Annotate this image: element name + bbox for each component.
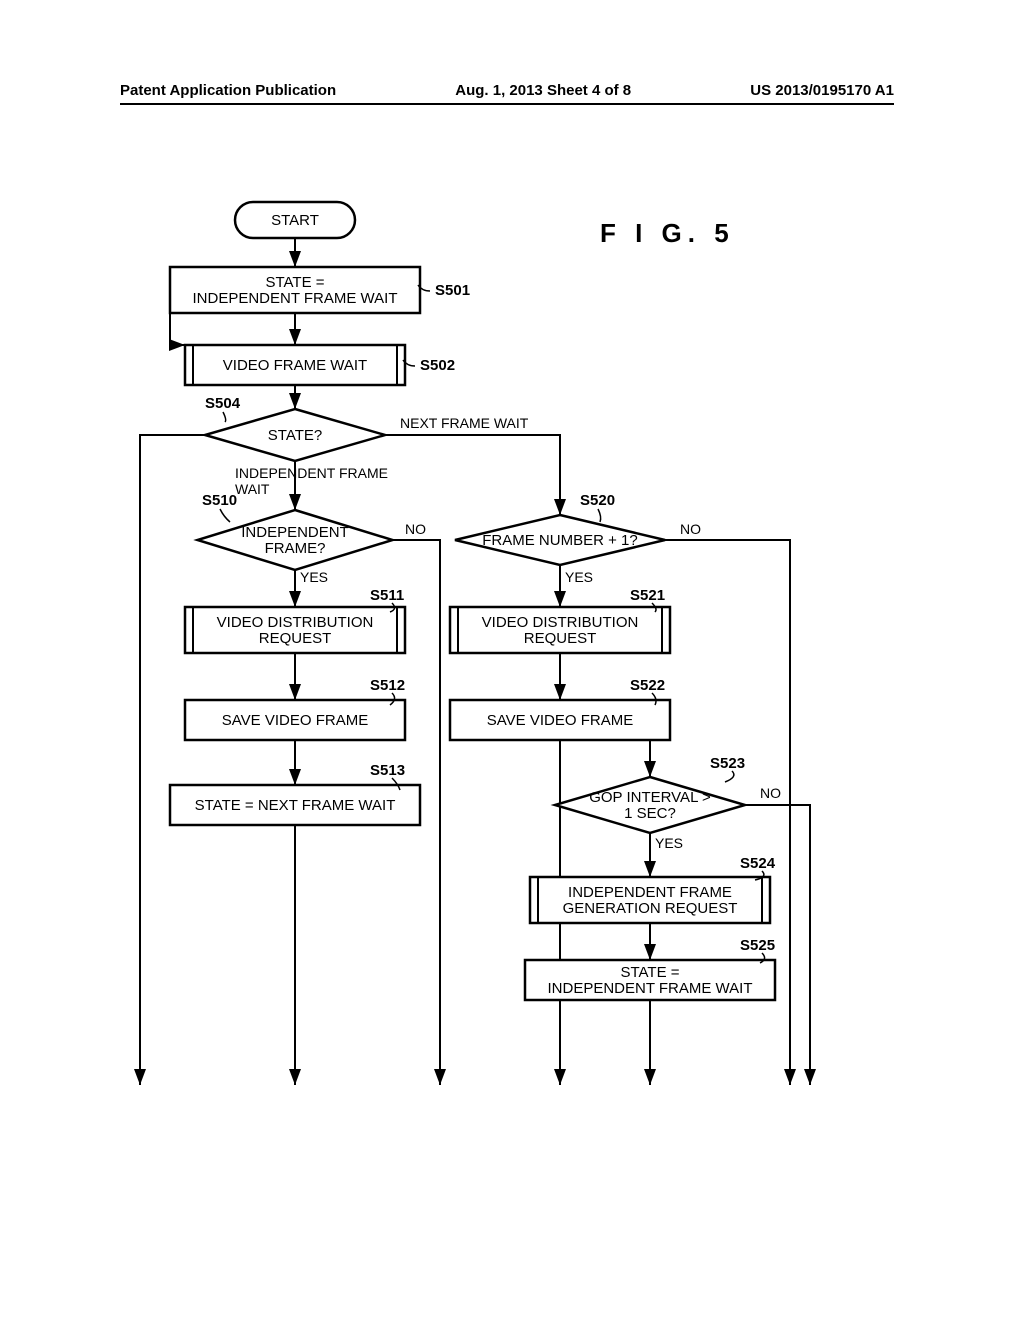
svg-text:S513: S513 — [370, 762, 405, 779]
svg-text:STATE =: STATE = — [620, 964, 679, 981]
svg-text:S502: S502 — [420, 357, 455, 374]
svg-text:NO: NO — [760, 785, 781, 801]
svg-text:NO: NO — [680, 521, 701, 537]
svg-text:SAVE VIDEO FRAME: SAVE VIDEO FRAME — [487, 712, 633, 729]
svg-text:WAIT: WAIT — [235, 481, 270, 497]
svg-text:REQUEST: REQUEST — [524, 630, 597, 647]
patent-header: Patent Application Publication Aug. 1, 2… — [120, 82, 894, 105]
svg-text:GOP INTERVAL >: GOP INTERVAL > — [589, 789, 711, 806]
svg-text:INDEPENDENT FRAME WAIT: INDEPENDENT FRAME WAIT — [192, 290, 397, 307]
svg-text:VIDEO DISTRIBUTION: VIDEO DISTRIBUTION — [482, 614, 639, 631]
svg-text:FRAME?: FRAME? — [265, 540, 326, 557]
svg-text:1 SEC?: 1 SEC? — [624, 805, 676, 822]
svg-text:STATE?: STATE? — [268, 427, 322, 444]
svg-text:S512: S512 — [370, 677, 405, 694]
svg-text:VIDEO FRAME WAIT: VIDEO FRAME WAIT — [223, 357, 367, 374]
header-center: Aug. 1, 2013 Sheet 4 of 8 — [455, 82, 631, 99]
svg-text:NEXT FRAME WAIT: NEXT FRAME WAIT — [400, 415, 529, 431]
header-left: Patent Application Publication — [120, 82, 336, 99]
svg-text:YES: YES — [655, 835, 683, 851]
svg-text:INDEPENDENT FRAME: INDEPENDENT FRAME — [568, 884, 732, 901]
svg-text:S520: S520 — [580, 492, 615, 509]
svg-text:SAVE VIDEO FRAME: SAVE VIDEO FRAME — [222, 712, 368, 729]
svg-text:S521: S521 — [630, 587, 665, 604]
svg-text:S525: S525 — [740, 937, 775, 954]
svg-text:INDEPENDENT FRAME WAIT: INDEPENDENT FRAME WAIT — [547, 980, 752, 997]
svg-text:S523: S523 — [710, 755, 745, 772]
header-right: US 2013/0195170 A1 — [750, 82, 894, 99]
svg-text:S504: S504 — [205, 395, 241, 412]
flowchart: NEXT FRAME WAITINDEPENDENT FRAMEWAITNOYE… — [100, 180, 920, 1210]
svg-text:FRAME NUMBER + 1?: FRAME NUMBER + 1? — [482, 532, 637, 549]
svg-text:REQUEST: REQUEST — [259, 630, 332, 647]
svg-text:S501: S501 — [435, 282, 470, 299]
svg-text:NO: NO — [405, 521, 426, 537]
svg-text:S510: S510 — [202, 492, 237, 509]
svg-text:S522: S522 — [630, 677, 665, 694]
svg-text:START: START — [271, 212, 319, 229]
svg-text:VIDEO DISTRIBUTION: VIDEO DISTRIBUTION — [217, 614, 374, 631]
svg-text:S524: S524 — [740, 855, 776, 872]
svg-text:STATE = NEXT FRAME WAIT: STATE = NEXT FRAME WAIT — [195, 797, 396, 814]
svg-text:YES: YES — [300, 569, 328, 585]
svg-text:INDEPENDENT FRAME: INDEPENDENT FRAME — [235, 465, 388, 481]
svg-text:S511: S511 — [370, 587, 404, 604]
svg-text:INDEPENDENT: INDEPENDENT — [241, 524, 349, 541]
svg-text:GENERATION REQUEST: GENERATION REQUEST — [563, 900, 738, 917]
svg-text:YES: YES — [565, 569, 593, 585]
svg-text:STATE =: STATE = — [265, 274, 324, 291]
